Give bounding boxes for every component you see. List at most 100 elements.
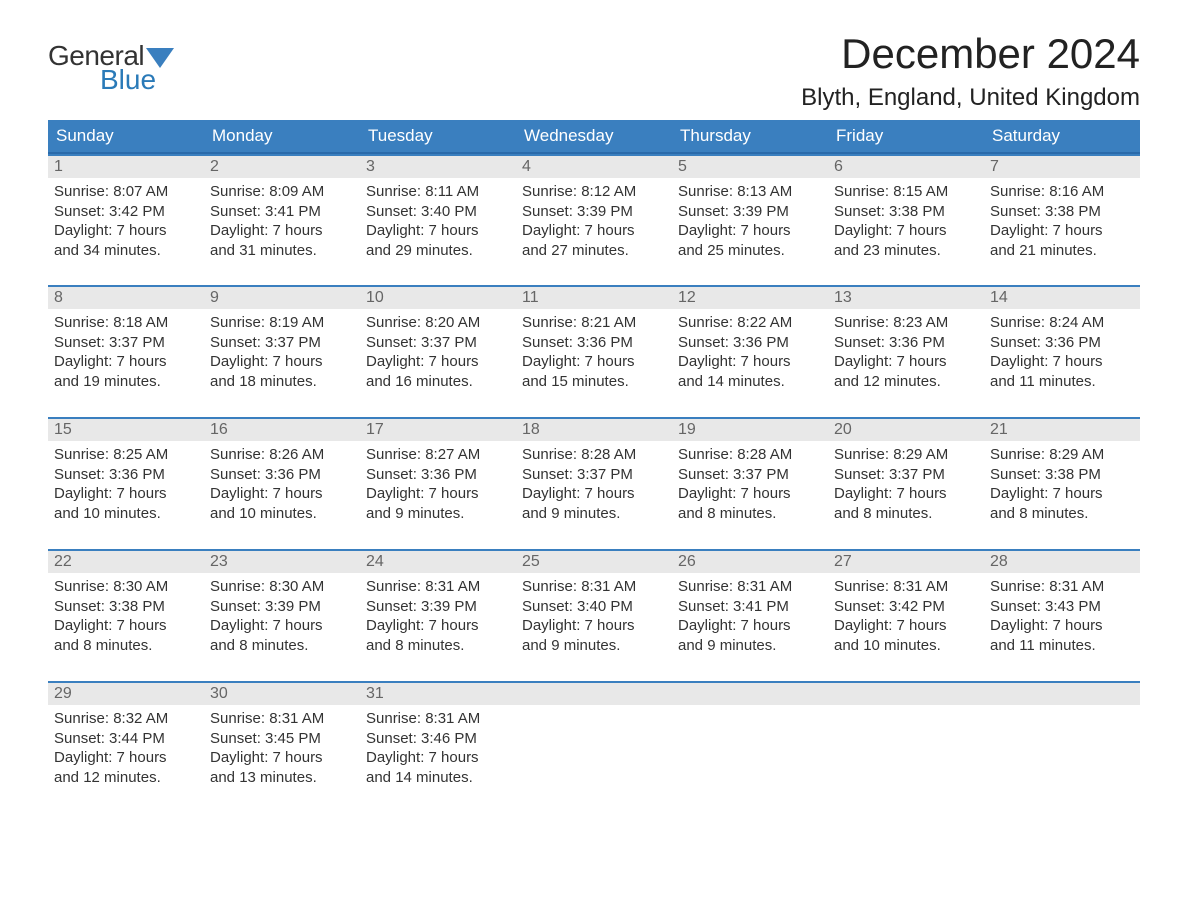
calendar-day-cell: 4Sunrise: 8:12 AMSunset: 3:39 PMDaylight… xyxy=(516,153,672,285)
sunrise-text: Sunrise: 8:18 AM xyxy=(54,313,198,333)
calendar-day-cell: 17Sunrise: 8:27 AMSunset: 3:36 PMDayligh… xyxy=(360,417,516,549)
day-number: 23 xyxy=(204,549,360,573)
sunrise-text: Sunrise: 8:13 AM xyxy=(678,182,822,202)
calendar-day-cell: 21Sunrise: 8:29 AMSunset: 3:38 PMDayligh… xyxy=(984,417,1140,549)
day-number: 12 xyxy=(672,285,828,309)
sunset-text: Sunset: 3:38 PM xyxy=(990,202,1134,222)
day-header: Friday xyxy=(828,120,984,153)
daylight-text-line1: Daylight: 7 hours xyxy=(54,484,198,504)
day-number: 21 xyxy=(984,417,1140,441)
calendar-day-cell: 18Sunrise: 8:28 AMSunset: 3:37 PMDayligh… xyxy=(516,417,672,549)
daylight-text-line2: and 9 minutes. xyxy=(678,636,822,656)
daylight-text-line1: Daylight: 7 hours xyxy=(678,484,822,504)
sunrise-text: Sunrise: 8:24 AM xyxy=(990,313,1134,333)
sunset-text: Sunset: 3:36 PM xyxy=(366,465,510,485)
daylight-text-line1: Daylight: 7 hours xyxy=(678,221,822,241)
day-number: 16 xyxy=(204,417,360,441)
daylight-text-line2: and 27 minutes. xyxy=(522,241,666,261)
day-content: Sunrise: 8:32 AMSunset: 3:44 PMDaylight:… xyxy=(48,705,204,791)
day-number: 15 xyxy=(48,417,204,441)
sunrise-text: Sunrise: 8:20 AM xyxy=(366,313,510,333)
daylight-text-line2: and 15 minutes. xyxy=(522,372,666,392)
daylight-text-line2: and 8 minutes. xyxy=(54,636,198,656)
day-content: Sunrise: 8:07 AMSunset: 3:42 PMDaylight:… xyxy=(48,178,204,264)
daylight-text-line2: and 34 minutes. xyxy=(54,241,198,261)
sunset-text: Sunset: 3:37 PM xyxy=(678,465,822,485)
day-number: 18 xyxy=(516,417,672,441)
sunset-text: Sunset: 3:41 PM xyxy=(678,597,822,617)
daylight-text-line2: and 18 minutes. xyxy=(210,372,354,392)
calendar-day-cell: 11Sunrise: 8:21 AMSunset: 3:36 PMDayligh… xyxy=(516,285,672,417)
daylight-text-line2: and 14 minutes. xyxy=(678,372,822,392)
daylight-text-line1: Daylight: 7 hours xyxy=(210,221,354,241)
calendar-day-cell: 10Sunrise: 8:20 AMSunset: 3:37 PMDayligh… xyxy=(360,285,516,417)
sunset-text: Sunset: 3:39 PM xyxy=(522,202,666,222)
sunrise-text: Sunrise: 8:09 AM xyxy=(210,182,354,202)
day-header: Tuesday xyxy=(360,120,516,153)
daylight-text-line2: and 11 minutes. xyxy=(990,372,1134,392)
day-content: Sunrise: 8:28 AMSunset: 3:37 PMDaylight:… xyxy=(516,441,672,527)
daylight-text-line1: Daylight: 7 hours xyxy=(366,748,510,768)
sunset-text: Sunset: 3:38 PM xyxy=(834,202,978,222)
calendar-body: 1Sunrise: 8:07 AMSunset: 3:42 PMDaylight… xyxy=(48,153,1140,813)
daylight-text-line2: and 14 minutes. xyxy=(366,768,510,788)
day-number: 10 xyxy=(360,285,516,309)
logo-text-blue: Blue xyxy=(100,64,156,96)
daylight-text-line2: and 12 minutes. xyxy=(54,768,198,788)
day-number: 1 xyxy=(48,154,204,178)
day-content: Sunrise: 8:20 AMSunset: 3:37 PMDaylight:… xyxy=(360,309,516,395)
day-content: Sunrise: 8:13 AMSunset: 3:39 PMDaylight:… xyxy=(672,178,828,264)
day-content: Sunrise: 8:25 AMSunset: 3:36 PMDaylight:… xyxy=(48,441,204,527)
daylight-text-line1: Daylight: 7 hours xyxy=(990,221,1134,241)
calendar-week-row: 1Sunrise: 8:07 AMSunset: 3:42 PMDaylight… xyxy=(48,153,1140,285)
daylight-text-line2: and 16 minutes. xyxy=(366,372,510,392)
daylight-text-line1: Daylight: 7 hours xyxy=(210,484,354,504)
sunrise-text: Sunrise: 8:23 AM xyxy=(834,313,978,333)
calendar-day-cell: 23Sunrise: 8:30 AMSunset: 3:39 PMDayligh… xyxy=(204,549,360,681)
calendar-day-cell: 2Sunrise: 8:09 AMSunset: 3:41 PMDaylight… xyxy=(204,153,360,285)
day-header-row: SundayMondayTuesdayWednesdayThursdayFrid… xyxy=(48,120,1140,153)
daylight-text-line2: and 9 minutes. xyxy=(522,636,666,656)
day-number: 25 xyxy=(516,549,672,573)
daylight-text-line2: and 9 minutes. xyxy=(522,504,666,524)
day-number: 13 xyxy=(828,285,984,309)
logo: General Blue xyxy=(48,30,174,96)
day-content: Sunrise: 8:31 AMSunset: 3:39 PMDaylight:… xyxy=(360,573,516,659)
calendar-table: SundayMondayTuesdayWednesdayThursdayFrid… xyxy=(48,120,1140,813)
sunset-text: Sunset: 3:42 PM xyxy=(54,202,198,222)
daylight-text-line1: Daylight: 7 hours xyxy=(54,748,198,768)
daylight-text-line1: Daylight: 7 hours xyxy=(210,748,354,768)
sunset-text: Sunset: 3:36 PM xyxy=(834,333,978,353)
sunset-text: Sunset: 3:37 PM xyxy=(522,465,666,485)
day-content: Sunrise: 8:24 AMSunset: 3:36 PMDaylight:… xyxy=(984,309,1140,395)
daylight-text-line1: Daylight: 7 hours xyxy=(834,352,978,372)
day-number: 27 xyxy=(828,549,984,573)
sunset-text: Sunset: 3:38 PM xyxy=(54,597,198,617)
calendar-day-cell: 3Sunrise: 8:11 AMSunset: 3:40 PMDaylight… xyxy=(360,153,516,285)
day-content: Sunrise: 8:28 AMSunset: 3:37 PMDaylight:… xyxy=(672,441,828,527)
daylight-text-line1: Daylight: 7 hours xyxy=(678,352,822,372)
calendar-week-row: 22Sunrise: 8:30 AMSunset: 3:38 PMDayligh… xyxy=(48,549,1140,681)
calendar-day-cell: 30Sunrise: 8:31 AMSunset: 3:45 PMDayligh… xyxy=(204,681,360,813)
calendar-day-cell: 1Sunrise: 8:07 AMSunset: 3:42 PMDaylight… xyxy=(48,153,204,285)
day-number: 24 xyxy=(360,549,516,573)
daylight-text-line1: Daylight: 7 hours xyxy=(522,352,666,372)
daylight-text-line2: and 8 minutes. xyxy=(366,636,510,656)
daylight-text-line1: Daylight: 7 hours xyxy=(834,221,978,241)
sunset-text: Sunset: 3:38 PM xyxy=(990,465,1134,485)
daylight-text-line2: and 21 minutes. xyxy=(990,241,1134,261)
day-number: 28 xyxy=(984,549,1140,573)
day-number: 26 xyxy=(672,549,828,573)
calendar-day-cell: 16Sunrise: 8:26 AMSunset: 3:36 PMDayligh… xyxy=(204,417,360,549)
day-content: Sunrise: 8:18 AMSunset: 3:37 PMDaylight:… xyxy=(48,309,204,395)
daylight-text-line2: and 10 minutes. xyxy=(834,636,978,656)
calendar-week-row: 8Sunrise: 8:18 AMSunset: 3:37 PMDaylight… xyxy=(48,285,1140,417)
daylight-text-line1: Daylight: 7 hours xyxy=(366,616,510,636)
daylight-text-line2: and 10 minutes. xyxy=(210,504,354,524)
daylight-text-line1: Daylight: 7 hours xyxy=(54,221,198,241)
sunset-text: Sunset: 3:37 PM xyxy=(366,333,510,353)
day-content: Sunrise: 8:23 AMSunset: 3:36 PMDaylight:… xyxy=(828,309,984,395)
sunrise-text: Sunrise: 8:16 AM xyxy=(990,182,1134,202)
day-number: 3 xyxy=(360,154,516,178)
sunset-text: Sunset: 3:43 PM xyxy=(990,597,1134,617)
